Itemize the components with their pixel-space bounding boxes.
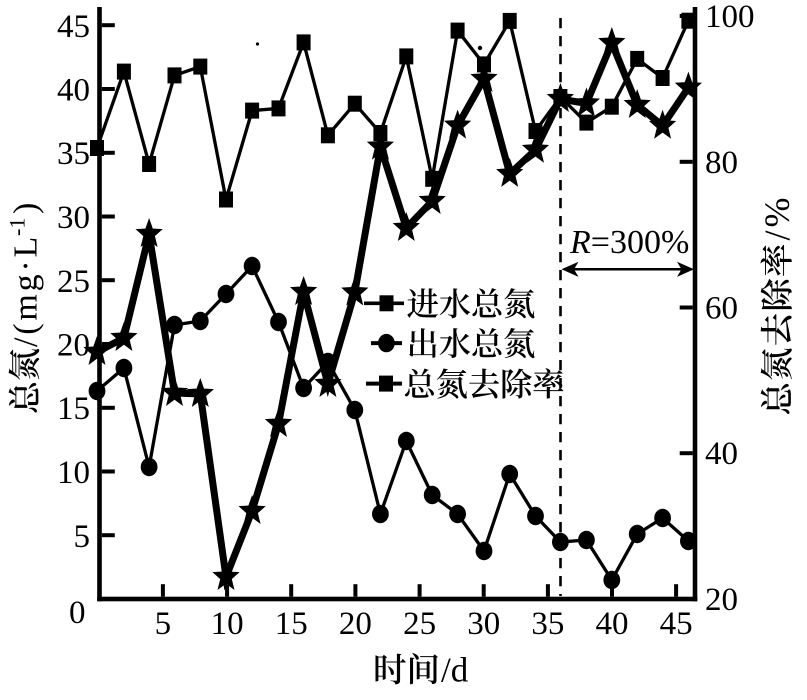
svg-text:80: 80 (705, 145, 738, 181)
svg-text:15: 15 (57, 391, 90, 427)
svg-text:40: 40 (596, 606, 629, 642)
svg-text:35: 35 (531, 606, 564, 642)
svg-text:/d: /d (441, 651, 469, 690)
svg-text:40: 40 (57, 73, 90, 109)
svg-text:10: 10 (211, 606, 244, 642)
svg-text:25: 25 (403, 606, 436, 642)
svg-text:R=300%: R=300% (569, 224, 689, 261)
svg-text:60: 60 (705, 291, 738, 327)
svg-text:45: 45 (660, 606, 693, 642)
svg-text:100: 100 (705, 0, 755, 35)
svg-text:/(mg·L: /(mg·L (8, 234, 45, 347)
svg-text:25: 25 (57, 264, 90, 300)
svg-text:10: 10 (57, 455, 90, 491)
svg-text:20: 20 (57, 328, 90, 364)
svg-text:/%: /% (757, 195, 797, 241)
svg-text:40: 40 (705, 436, 738, 472)
svg-text:45: 45 (57, 9, 90, 45)
svg-text:35: 35 (57, 136, 90, 172)
svg-text:30: 30 (57, 200, 90, 236)
svg-text:20: 20 (339, 606, 372, 642)
svg-text:-1: -1 (5, 218, 30, 236)
svg-text:): ) (8, 203, 45, 214)
svg-text:5: 5 (155, 606, 172, 642)
svg-text:20: 20 (705, 582, 738, 618)
svg-text:15: 15 (275, 606, 308, 642)
svg-text:0: 0 (69, 595, 86, 631)
svg-text:30: 30 (467, 606, 500, 642)
svg-text:5: 5 (74, 519, 91, 555)
